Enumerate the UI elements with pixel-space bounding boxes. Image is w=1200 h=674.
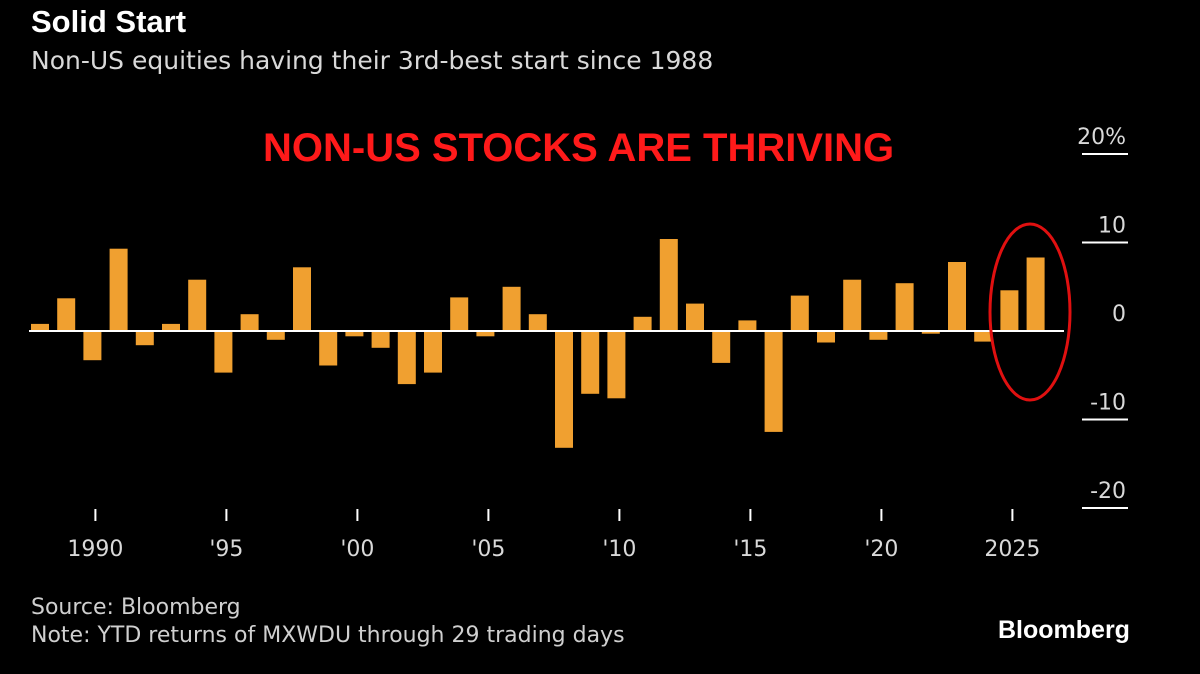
bar-2026: [1026, 257, 1045, 331]
bar-2020: [869, 331, 888, 340]
x-tick-label: '05: [471, 537, 505, 562]
bar-2024: [974, 331, 993, 342]
bar-1997: [266, 331, 285, 340]
highlight-ellipse: [988, 222, 1072, 402]
bar-2017: [790, 295, 809, 331]
bar-2015: [738, 320, 757, 331]
bar-2016: [764, 331, 783, 432]
bar-1999: [319, 331, 338, 366]
bar-2003: [424, 331, 442, 373]
bar-2009: [581, 331, 600, 394]
bar-2002: [397, 331, 416, 385]
bar-2012: [659, 239, 678, 331]
bar-2004: [450, 297, 469, 331]
x-tick-label: '10: [602, 537, 636, 562]
y-tick-label: -10: [1090, 391, 1126, 416]
bar-2022: [921, 331, 940, 334]
bar-2010: [607, 331, 626, 399]
source-text: Source: Bloomberg: [31, 595, 241, 620]
y-tick-label: 10: [1098, 214, 1126, 239]
bars-group: [31, 239, 1045, 448]
bar-1988: [31, 323, 49, 331]
y-tick-label: 20%: [1077, 125, 1126, 150]
x-axis-ticks: 1990 '95 '00 '05 '10 '15 '20 2025: [67, 509, 1040, 562]
bar-2011: [633, 316, 652, 331]
bar-2018: [817, 331, 835, 343]
bar-2013: [686, 303, 704, 331]
x-tick-label: '95: [209, 537, 243, 562]
bar-1996: [240, 314, 259, 331]
bar-1990: [83, 331, 102, 361]
bar-1995: [214, 331, 233, 373]
chart-subtitle: Non-US equities having their 3rd-best st…: [31, 46, 714, 75]
bar-2001: [371, 331, 390, 348]
note-text: Note: YTD returns of MXWDU through 29 tr…: [31, 623, 625, 648]
bar-2000: [345, 331, 364, 337]
bar-2008: [555, 331, 573, 448]
x-tick-label: '00: [340, 537, 374, 562]
bar-1993: [162, 323, 180, 331]
bar-1992: [135, 331, 154, 346]
chart-title: Solid Start: [31, 4, 187, 39]
x-tick-label: 1990: [67, 537, 123, 562]
bar-1989: [57, 298, 76, 331]
bar-2006: [502, 286, 521, 332]
y-axis-ticks: 20% 10 0 -10 -20: [1077, 125, 1128, 509]
bar-2021: [895, 283, 914, 331]
bar-1991: [109, 248, 128, 331]
bar-2014: [712, 331, 731, 363]
y-tick-label: 0: [1112, 302, 1126, 327]
x-tick-label: '15: [733, 537, 767, 562]
bar-1994: [188, 279, 207, 331]
bar-2005: [476, 331, 495, 337]
annotation-text: NON-US STOCKS ARE THRIVING: [263, 126, 895, 170]
bar-2007: [528, 314, 547, 331]
bar-2025: [1000, 290, 1019, 331]
x-tick-label: 2025: [984, 537, 1040, 562]
bloomberg-logo: Bloomberg: [998, 616, 1130, 644]
bar-2019: [843, 279, 862, 331]
y-tick-label: -20: [1090, 479, 1126, 504]
bar-1998: [293, 267, 311, 331]
x-tick-label: '20: [864, 537, 898, 562]
bar-2023: [948, 262, 966, 331]
